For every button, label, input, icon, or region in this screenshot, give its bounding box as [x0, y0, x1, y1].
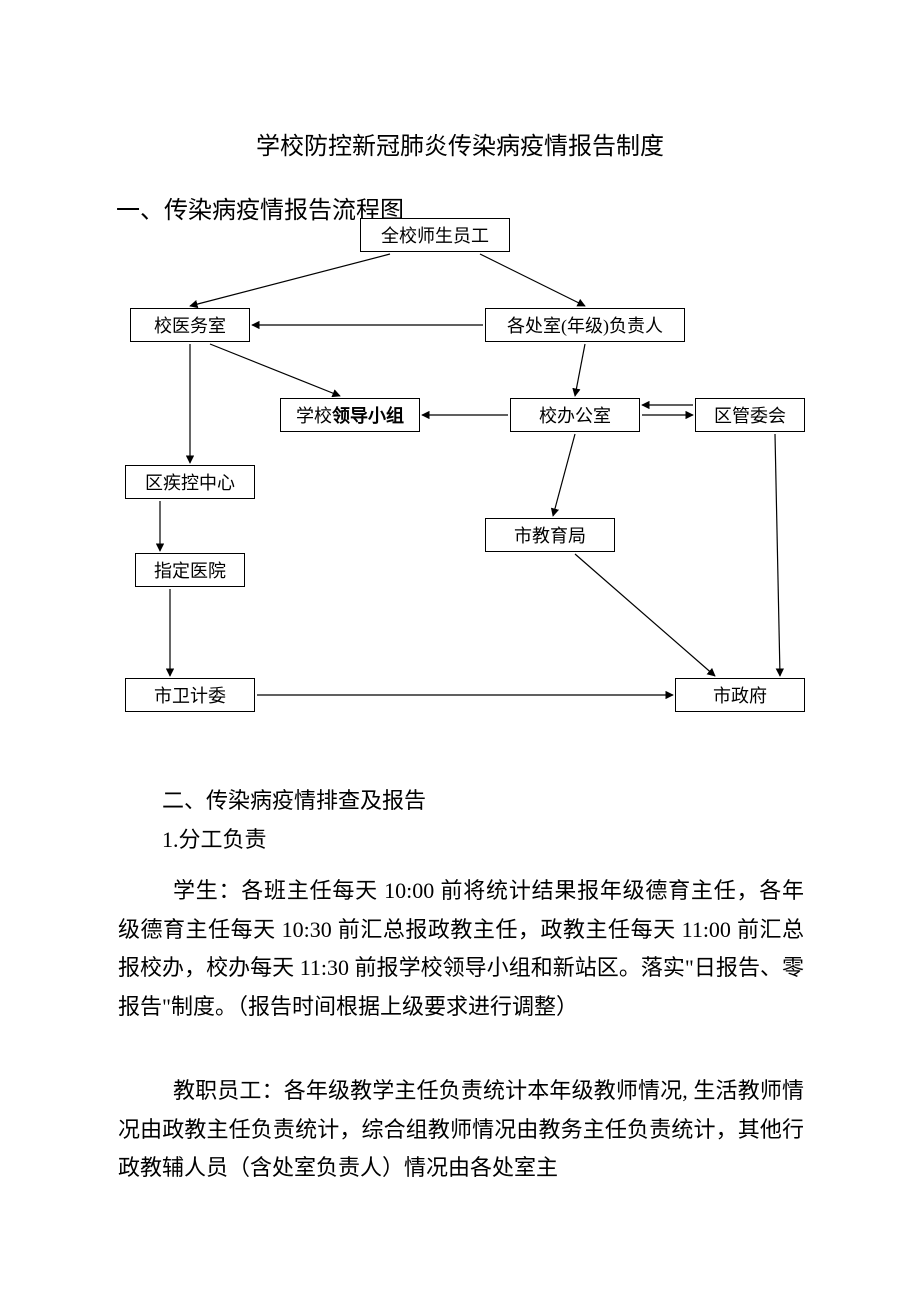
flowchart-node-gov: 市政府 [675, 678, 805, 712]
flowchart-edge-13 [775, 434, 780, 676]
flowchart-node-cdc: 区疾控中心 [125, 465, 255, 499]
flowchart-node-med: 校医务室 [130, 308, 250, 342]
flowchart-node-office: 校办公室 [510, 398, 640, 432]
flowchart-node-qgwh: 区管委会 [695, 398, 805, 432]
flowchart: 全校师生员工校医务室 各处室(年级)负责人学校领导小组 校办公室 区管委会区疾控中心市… [115, 218, 805, 738]
flowchart-node-edu: 市教育局 [485, 518, 615, 552]
document-title: 学校防控新冠肺炎传染病疫情报告制度 [0, 126, 920, 161]
flowchart-node-health: 市卫计委 [125, 678, 255, 712]
flowchart-edge-0 [190, 254, 390, 306]
paragraph-staff: 教职员工：各年级教学主任负责统计本年级教师情况, 生活教师情况由政教主任负责统计… [118, 1072, 804, 1188]
flowchart-edge-10 [553, 434, 575, 516]
paragraph-staff-text: 教职员工：各年级教学主任负责统计本年级教师情况, 生活教师情况由政教主任负责统计… [118, 1072, 804, 1188]
page: 学校防控新冠肺炎传染病疫情报告制度 一、传染病疫情报告流程图 全校师生员工校医务… [0, 0, 920, 1301]
flowchart-node-lead: 学校领导小组 [280, 398, 420, 432]
flowchart-edge-1 [480, 254, 585, 306]
flowchart-edge-14 [575, 554, 715, 676]
section-2-sub1: 1.分工负责 [118, 821, 804, 860]
section-2-heading-text: 二、传染病疫情排查及报告 [118, 782, 804, 821]
section-2-heading: 二、传染病疫情排查及报告 1.分工负责 [118, 782, 804, 859]
flowchart-edge-3 [210, 344, 340, 396]
paragraph-students-text: 学生：各班主任每天 10:00 前将统计结果报年级德育主任，各年级德育主任每天 … [118, 872, 804, 1026]
paragraph-students: 学生：各班主任每天 10:00 前将统计结果报年级德育主任，各年级德育主任每天 … [118, 872, 804, 1026]
flowchart-node-hosp: 指定医院 [135, 553, 245, 587]
flowchart-edge-5 [575, 344, 585, 396]
flowchart-node-top: 全校师生员工 [360, 218, 510, 252]
flowchart-node-heads: 各处室(年级)负责人 [485, 308, 685, 342]
